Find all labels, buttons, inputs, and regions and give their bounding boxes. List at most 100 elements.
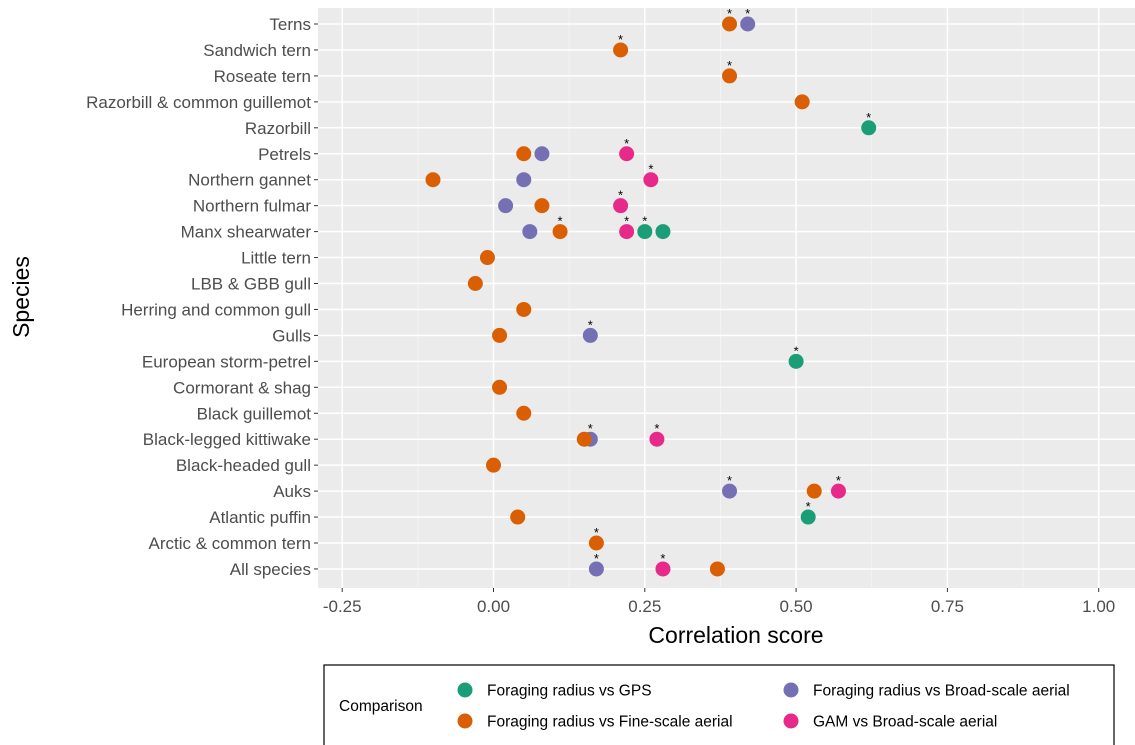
data-point	[479, 250, 495, 266]
significance-star: *	[648, 162, 653, 177]
data-point	[534, 198, 550, 214]
data-point	[522, 224, 538, 240]
legend-swatch	[457, 713, 473, 729]
y-tick-label: Petrels	[258, 145, 311, 164]
significance-star: *	[624, 136, 629, 151]
data-point	[613, 198, 629, 214]
y-tick-label: Little tern	[241, 249, 311, 268]
significance-star: *	[836, 473, 841, 488]
x-tick-label: 0.75	[931, 597, 964, 616]
data-point	[582, 327, 598, 343]
data-point	[492, 327, 508, 343]
legend-box	[323, 664, 1115, 745]
significance-star: *	[745, 6, 750, 21]
data-point	[722, 483, 738, 499]
data-point	[516, 405, 532, 421]
data-point	[534, 146, 550, 162]
data-point	[643, 172, 659, 188]
data-point	[655, 561, 671, 577]
data-point	[722, 16, 738, 32]
x-tick-label: 1.00	[1082, 597, 1115, 616]
data-point	[649, 431, 665, 447]
significance-star: *	[727, 58, 732, 73]
data-point	[613, 42, 629, 58]
x-axis: -0.25 0.00 0.25 0.50 0.75 1.00	[323, 588, 1115, 616]
data-point	[516, 172, 532, 188]
legend-swatch	[457, 682, 473, 698]
y-tick-label: Northern fulmar	[193, 197, 311, 216]
y-tick-label: Razorbill	[245, 119, 311, 138]
legend: Comparison Foraging radius vs GPS Foragin…	[323, 664, 1115, 745]
data-point	[588, 535, 604, 551]
significance-star: *	[618, 188, 623, 203]
significance-star: *	[588, 421, 593, 436]
y-tick-label: Arctic & common tern	[149, 534, 312, 553]
y-tick-label: Roseate tern	[214, 67, 311, 86]
data-point	[788, 353, 804, 369]
y-tick-label: Auks	[273, 482, 311, 501]
data-point	[619, 224, 635, 240]
data-point	[486, 457, 502, 473]
data-point	[588, 561, 604, 577]
x-tick-label: 0.25	[628, 597, 661, 616]
data-point	[655, 224, 671, 240]
legend-label: Foraging radius vs GPS	[487, 683, 652, 700]
data-point	[830, 483, 846, 499]
data-point	[619, 146, 635, 162]
data-point	[800, 509, 816, 525]
y-axis: Terns Sandwich tern Roseate tern Razorbill …	[86, 15, 318, 579]
significance-star: *	[654, 421, 659, 436]
significance-star: *	[558, 214, 563, 229]
data-points: *********************	[425, 6, 877, 577]
legend-swatch	[783, 713, 799, 729]
x-tick-label: 0.50	[780, 597, 813, 616]
significance-star: *	[866, 110, 871, 125]
significance-star: *	[594, 551, 599, 566]
y-tick-label: LBB & GBB gull	[191, 275, 311, 294]
data-point	[709, 561, 725, 577]
plot-panel	[318, 8, 1135, 588]
significance-star: *	[642, 214, 647, 229]
y-tick-label: Sandwich tern	[203, 41, 311, 60]
significance-star: *	[660, 551, 665, 566]
data-point	[794, 94, 810, 110]
significance-star: *	[806, 499, 811, 514]
x-axis-title: Correlation score	[648, 622, 823, 648]
significance-star: *	[727, 473, 732, 488]
y-tick-label: All species	[230, 560, 311, 579]
legend-title: Comparison	[339, 698, 423, 715]
data-point	[740, 16, 756, 32]
data-point	[516, 146, 532, 162]
x-tick-label: -0.25	[323, 597, 362, 616]
data-point	[467, 276, 483, 291]
significance-star: *	[618, 32, 623, 47]
data-point	[637, 224, 653, 240]
significance-star: *	[588, 317, 593, 332]
y-tick-label: Black-legged kittiwake	[143, 430, 311, 449]
data-point	[516, 301, 532, 317]
y-tick-label: Razorbill & common guillemot	[86, 93, 311, 112]
legend-label: GAM vs Broad-scale aerial	[813, 714, 997, 731]
data-point	[552, 224, 568, 240]
y-tick-label: Atlantic puffin	[209, 508, 311, 527]
legend-swatch	[783, 682, 799, 698]
x-tick-label: 0.00	[477, 597, 510, 616]
legend-label: Foraging radius vs Fine-scale aerial	[487, 714, 733, 731]
data-point	[861, 120, 877, 136]
significance-star: *	[594, 525, 599, 540]
data-point	[510, 509, 526, 525]
data-point	[498, 198, 514, 214]
y-tick-label: Black-headed gull	[176, 456, 311, 475]
data-point	[425, 172, 441, 188]
significance-star: *	[794, 343, 799, 358]
data-point	[576, 431, 592, 447]
data-point	[722, 68, 738, 84]
y-axis-title: Species	[8, 256, 34, 338]
data-point	[806, 483, 822, 499]
y-tick-label: Terns	[269, 15, 311, 34]
data-point	[492, 379, 508, 395]
significance-star: *	[624, 214, 629, 229]
y-tick-label: Herring and common gull	[121, 300, 311, 319]
y-tick-label: Northern gannet	[188, 171, 311, 190]
